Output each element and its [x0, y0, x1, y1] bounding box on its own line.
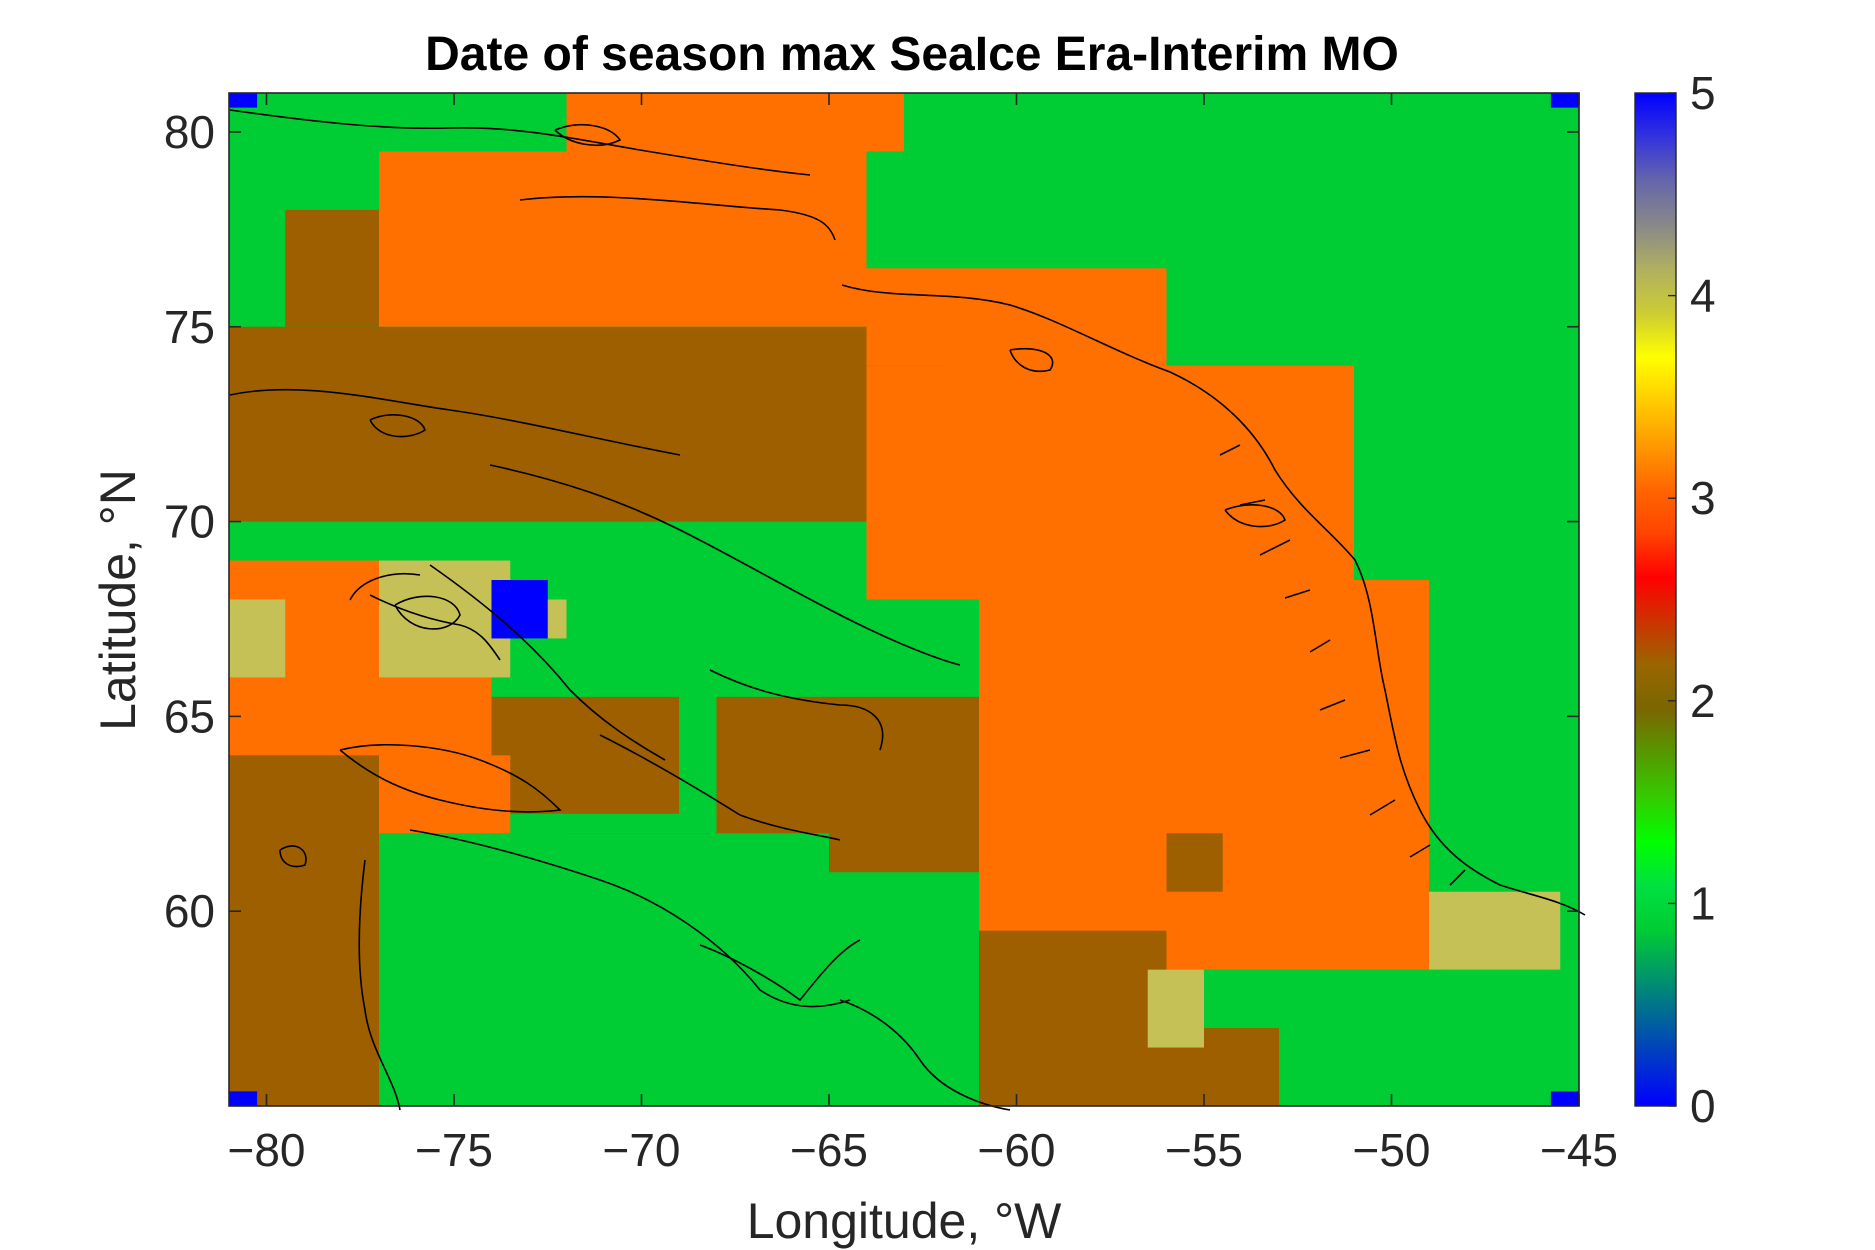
- heatmap-cells: [229, 93, 1579, 1106]
- x-tick-label: −50: [1352, 1124, 1430, 1176]
- colorbar-tick-label: 4: [1690, 270, 1716, 322]
- heatmap-region-4: [285, 209, 379, 327]
- x-tick-label: −45: [1540, 1124, 1618, 1176]
- colorbar-tick-label: 2: [1690, 675, 1716, 727]
- ellesmere-coast: [229, 109, 836, 241]
- heatmap-region-8: [1279, 755, 1429, 873]
- colorbar: [1634, 92, 1677, 1107]
- greenland-west-coast: [841, 284, 1586, 916]
- y-tick-label: 80: [164, 106, 215, 158]
- colorbar-ticks: 0 1 2 3 4 5: [1668, 67, 1716, 1132]
- heatmap-region-12: [1147, 969, 1204, 1048]
- baffin-island-coast: [429, 464, 961, 841]
- heatmap-region-23: [491, 580, 548, 639]
- heatmap-region-10: [979, 930, 1167, 1106]
- x-tick-label: −60: [977, 1124, 1055, 1176]
- x-tick-label: −70: [602, 1124, 680, 1176]
- x-axis-label: Longitude, °W: [747, 1193, 1062, 1249]
- y-tick-label: 65: [164, 690, 215, 742]
- heatmap-region-9: [1166, 833, 1223, 892]
- y-tick-label: 75: [164, 301, 215, 353]
- corner-cell-1: [1550, 93, 1579, 108]
- x-tick-label: −65: [790, 1124, 868, 1176]
- plot-frame: [228, 92, 1580, 1107]
- lake-outline-1: [394, 595, 461, 630]
- devon-coast: [229, 388, 681, 456]
- y-axis: 60 65 70 75 80: [164, 106, 1579, 937]
- ungava-coast: [699, 939, 1011, 1111]
- x-tick-label: −75: [415, 1124, 493, 1176]
- hudson-strait-south: [409, 829, 851, 1008]
- y-tick-label: 60: [164, 885, 215, 937]
- corner-cell-3: [1550, 1091, 1579, 1106]
- colorbar-tick-label: 1: [1690, 877, 1716, 929]
- island-outline-1: [1009, 347, 1054, 372]
- heatmap-region-20: [229, 599, 286, 678]
- heatmap-region-6: [866, 365, 1354, 600]
- heatmap-region-2: [566, 93, 904, 152]
- island-outline-2: [554, 124, 622, 146]
- heatmap-region-1: [379, 151, 867, 327]
- x-tick-label: −80: [227, 1124, 305, 1176]
- y-tick-label: 70: [164, 496, 215, 548]
- corner-cell-2: [229, 1091, 258, 1106]
- corner-cell-0: [229, 93, 258, 108]
- x-tick-label: −55: [1165, 1124, 1243, 1176]
- colorbar-tick-label: 3: [1690, 472, 1716, 524]
- colorbar-tick-label: 5: [1690, 67, 1716, 119]
- heatmap-region-25: [379, 833, 829, 1106]
- melville-peninsula: [349, 572, 501, 661]
- coastline-outlines: [229, 109, 1586, 1111]
- greenland-fjords: [1219, 444, 1466, 886]
- heatmap-region-3: [229, 326, 942, 522]
- chart-title: Date of season max SeaIce Era-Interim MO: [425, 28, 1399, 81]
- lake-outline-4: [1224, 504, 1286, 528]
- y-axis-label: Latitude, °N: [90, 469, 146, 731]
- colorbar-tick-label: 0: [1690, 1080, 1716, 1132]
- southampton-island: [339, 744, 562, 813]
- lake-outline-3: [279, 845, 307, 868]
- heatmap-region-21: [379, 560, 511, 678]
- heatmap-region-13: [1429, 891, 1561, 970]
- lake-outline-2: [369, 414, 426, 438]
- hudson-bay-east-coast: [358, 859, 401, 1111]
- x-axis: −80 −75 −70 −65 −60 −55 −50 −45: [227, 93, 1618, 1176]
- heatmap-region-24: [229, 755, 379, 1106]
